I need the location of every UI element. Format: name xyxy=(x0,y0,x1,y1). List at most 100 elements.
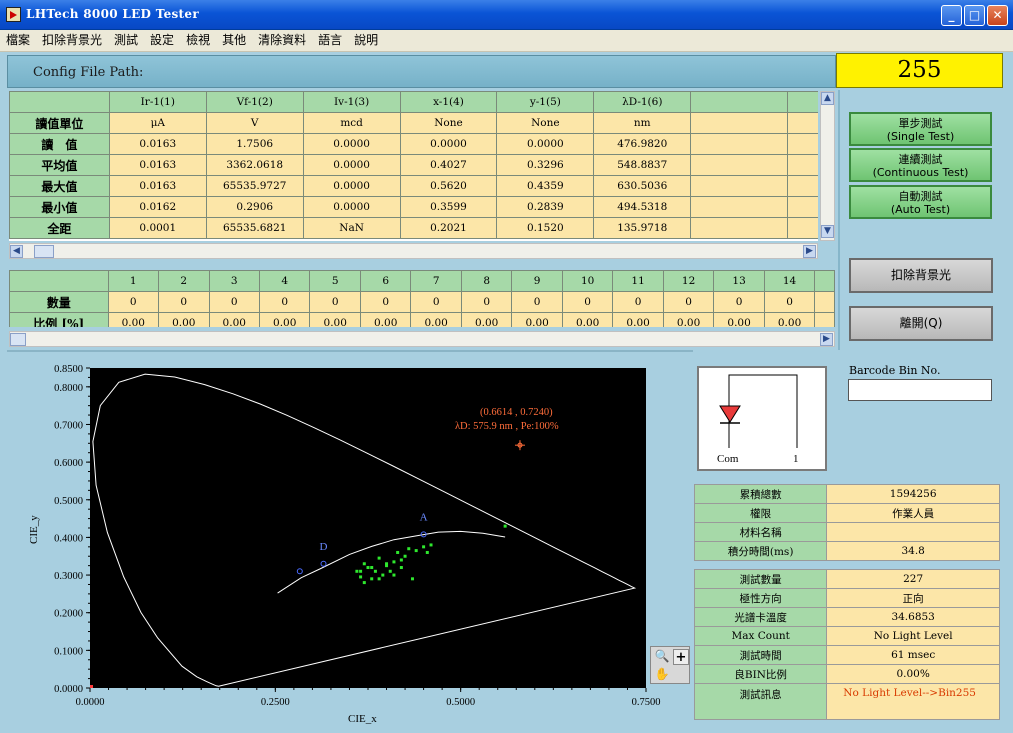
continuous-test-button[interactable]: 連續測試 (Continuous Test) xyxy=(849,148,992,182)
column-header: x-1(4) xyxy=(399,91,498,113)
info-row: 測試訊息 No Light Level-->Bin255 xyxy=(693,683,1000,720)
measurement-vertical-scrollbar[interactable]: ▲ ▼ xyxy=(820,91,835,241)
data-point xyxy=(392,560,396,564)
crosshair-icon[interactable]: + xyxy=(673,649,689,665)
data-point xyxy=(377,556,381,560)
planckian-locus xyxy=(277,530,506,594)
led-pin-label: 1 xyxy=(793,453,799,465)
scroll-right-arrow-icon[interactable]: ▶ xyxy=(803,245,816,258)
data-point xyxy=(399,566,403,570)
table-cell: 0.5620 xyxy=(399,175,498,197)
table-cell xyxy=(690,112,789,134)
info-label: 累積總數 xyxy=(693,484,828,504)
column-header: Ir-1(1) xyxy=(108,91,207,113)
menu-subtract-background[interactable]: 扣除背景光 xyxy=(42,33,103,47)
scroll-down-arrow-icon[interactable]: ▼ xyxy=(821,225,834,238)
row-header: 最大值 xyxy=(9,175,110,197)
scroll-left-arrow-icon[interactable]: ◀ xyxy=(10,245,23,258)
table-cell: 0.0000 xyxy=(302,175,401,197)
measurement-table: Ir-1(1) Vf-1(2) Iv-1(3) x-1(4) y-1(5) λD… xyxy=(9,91,818,239)
table-cell: nm xyxy=(593,112,692,134)
table-cell: None xyxy=(496,112,595,134)
bin-column-header: 9 xyxy=(511,270,563,292)
table-cell xyxy=(787,112,818,134)
table-row: 最小值 0.0162 0.2906 0.0000 0.3599 0.2839 494.531… xyxy=(9,196,818,218)
bin-horizontal-scrollbar[interactable]: ▶ xyxy=(9,331,835,347)
zoom-icon[interactable]: 🔍 xyxy=(654,649,670,663)
menu-other[interactable]: 其他 xyxy=(222,33,247,47)
bin-row: 比例 [%] 0.00 0.00 0.00 0.00 0.00 0.00 0.00 0.00 0.… xyxy=(9,312,835,327)
single-test-button[interactable]: 單步測試 (Single Test) xyxy=(849,112,992,146)
auto-test-label: 自動測試 xyxy=(898,190,943,203)
test-status-table: 測試數量 227 極性方向 正向 光譜卡溫度 34.6853 Max Count No Lig… xyxy=(693,569,1000,720)
table-cell: 0.0000 xyxy=(399,133,498,155)
auto-test-button[interactable]: 自動測試 (Auto Test) xyxy=(849,185,992,219)
labview-app-icon xyxy=(6,7,21,22)
bin-cell: 0 xyxy=(208,291,260,313)
table-cell xyxy=(690,196,789,218)
menu-help[interactable]: 說明 xyxy=(354,33,379,47)
table-cell: None xyxy=(399,112,498,134)
maximize-button[interactable]: □ xyxy=(964,5,985,26)
info-label: 測試時間 xyxy=(693,645,828,665)
bin-cell: 0.00 xyxy=(158,312,210,327)
scroll-thumb[interactable] xyxy=(10,333,26,346)
minimize-button[interactable]: _ xyxy=(941,5,962,26)
info-label: 測試數量 xyxy=(693,569,828,589)
menu-settings[interactable]: 設定 xyxy=(150,33,175,47)
info-label: Max Count xyxy=(693,626,828,646)
corner-cell xyxy=(9,91,110,113)
data-point xyxy=(359,569,363,573)
info-row: 權限 作業人員 xyxy=(693,503,1000,523)
subtract-background-button[interactable]: 扣除背景光 xyxy=(849,258,993,293)
scroll-up-arrow-icon[interactable]: ▲ xyxy=(821,92,834,105)
table-cell xyxy=(690,217,789,239)
row-header: 比例 [%] xyxy=(9,312,109,327)
table-cell: V xyxy=(205,112,304,134)
scroll-right-arrow-icon[interactable]: ▶ xyxy=(820,333,833,346)
barcode-label: Barcode Bin No. xyxy=(849,364,941,377)
graph-palette: 🔍 + ✋ xyxy=(650,646,690,684)
info-label: 測試訊息 xyxy=(693,683,828,720)
bin-column-header: 4 xyxy=(258,270,311,292)
menu-test[interactable]: 測試 xyxy=(114,33,139,47)
menu-language[interactable]: 語言 xyxy=(318,33,343,47)
data-point xyxy=(414,549,418,553)
row-header: 讀 值 xyxy=(9,133,110,155)
scroll-thumb[interactable] xyxy=(34,245,54,258)
data-point xyxy=(407,547,411,551)
spectral-locus xyxy=(92,373,637,687)
table-cell: 0.0163 xyxy=(108,133,207,155)
info-label: 材料名稱 xyxy=(693,522,828,542)
control-panel: 單步測試 (Single Test) 連續測試 (Continuous Test… xyxy=(838,90,1003,350)
info-label: 光譜卡溫度 xyxy=(693,607,828,627)
info-panel: 累積總數 1594256 權限 作業人員 材料名稱 積分時間(ms) 34.8 測試數量 22… xyxy=(693,484,1000,726)
close-button[interactable]: ✕ xyxy=(987,5,1008,26)
info-value: 227 xyxy=(826,569,1000,589)
table-cell: 476.9820 xyxy=(593,133,692,155)
data-point xyxy=(388,569,392,573)
bin-cell: 0 xyxy=(359,291,412,313)
table-cell: 0.0000 xyxy=(302,133,401,155)
barcode-input[interactable] xyxy=(848,379,992,401)
bin-cell: 0.00 xyxy=(208,312,260,327)
row-header: 最小值 xyxy=(9,196,110,218)
y-tick-label: 0.8500 xyxy=(54,364,83,375)
info-label: 良BIN比例 xyxy=(693,664,828,684)
bin-column-header: 11 xyxy=(612,270,664,292)
menu-clear-data[interactable]: 清除資料 xyxy=(258,33,307,47)
table-cell: 0.0000 xyxy=(302,154,401,176)
menu-file[interactable]: 檔案 xyxy=(6,33,31,47)
title-bar[interactable]: LHTech 8000 LED Tester _ □ ✕ xyxy=(0,0,1013,30)
exit-button[interactable]: 離開(Q) xyxy=(849,306,993,341)
pan-hand-icon[interactable]: ✋ xyxy=(654,667,670,681)
table-cell: 0.0001 xyxy=(108,217,207,239)
bin-cell: 0.00 xyxy=(763,312,816,327)
bin-cell: 0.00 xyxy=(511,312,563,327)
measurement-horizontal-scrollbar[interactable]: ◀ ▶ xyxy=(9,243,818,259)
data-point xyxy=(370,566,374,570)
info-value: 1594256 xyxy=(826,484,1000,504)
menu-view[interactable]: 檢視 xyxy=(186,33,211,47)
info-value: 34.6853 xyxy=(826,607,1000,627)
